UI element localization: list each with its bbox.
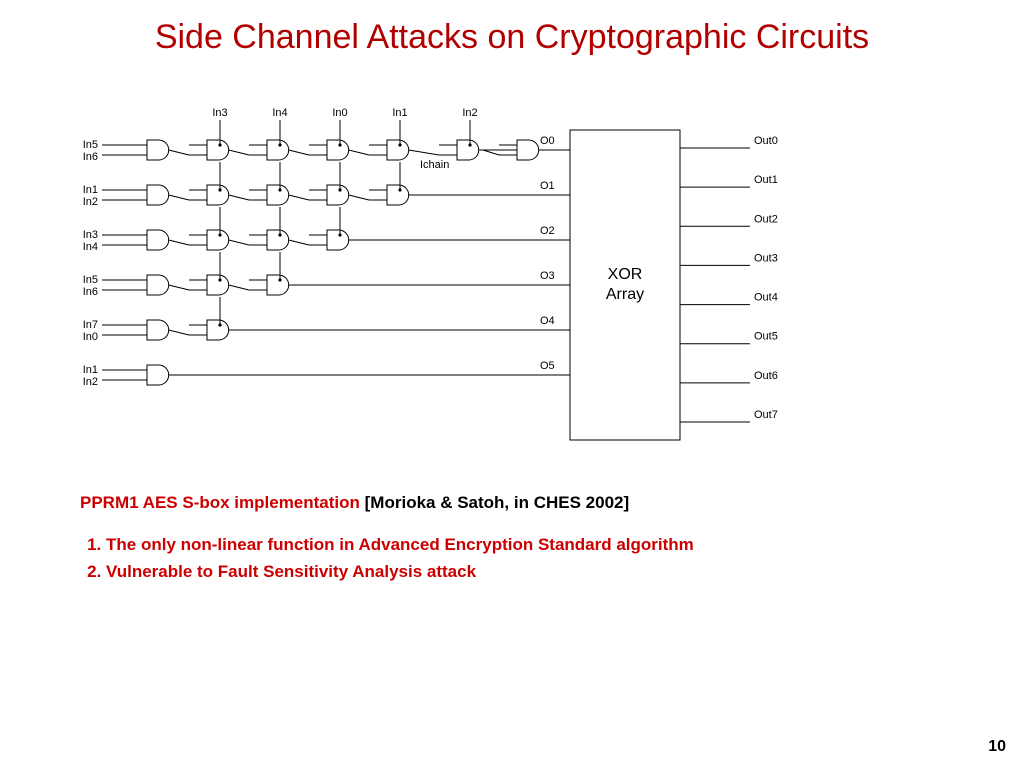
svg-text:Out5: Out5 — [754, 331, 778, 343]
svg-text:O1: O1 — [540, 180, 555, 192]
svg-text:Ichain: Ichain — [420, 159, 449, 171]
svg-text:Out4: Out4 — [754, 292, 778, 304]
svg-text:In1: In1 — [392, 107, 407, 119]
circuit-diagram: In3In4In0In1In2In5In6O0In1In2O1In3In4O2I… — [70, 90, 790, 460]
svg-text:Out3: Out3 — [754, 252, 778, 264]
svg-text:In0: In0 — [332, 107, 347, 119]
page-title: Side Channel Attacks on Cryptographic Ci… — [0, 0, 1024, 57]
svg-text:O5: O5 — [540, 360, 555, 372]
svg-text:In4: In4 — [83, 241, 98, 253]
svg-text:In2: In2 — [83, 376, 98, 388]
svg-text:In4: In4 — [272, 107, 287, 119]
svg-text:Out7: Out7 — [754, 409, 778, 421]
svg-text:Out0: Out0 — [754, 135, 778, 147]
svg-text:In7: In7 — [83, 319, 98, 331]
svg-text:In1: In1 — [83, 184, 98, 196]
svg-text:In1: In1 — [83, 364, 98, 376]
svg-text:In6: In6 — [83, 151, 98, 163]
caption-block: PPRM1 AES S-box implementation [Morioka … — [80, 490, 960, 602]
svg-text:In5: In5 — [83, 274, 98, 286]
svg-text:Out6: Out6 — [754, 370, 778, 382]
svg-text:In2: In2 — [83, 196, 98, 208]
caption-strong: PPRM1 AES S-box implementation — [80, 493, 360, 512]
svg-text:XOR: XOR — [608, 266, 643, 283]
svg-text:Out1: Out1 — [754, 174, 778, 186]
svg-text:O4: O4 — [540, 315, 555, 327]
caption-list: The only non-linear function in Advanced… — [80, 532, 960, 585]
svg-text:O0: O0 — [540, 135, 555, 147]
svg-text:O2: O2 — [540, 225, 555, 237]
svg-text:In3: In3 — [212, 107, 227, 119]
svg-text:In5: In5 — [83, 139, 98, 151]
list-item: Vulnerable to Fault Sensitivity Analysis… — [106, 559, 960, 585]
svg-text:In0: In0 — [83, 331, 98, 343]
svg-text:O3: O3 — [540, 270, 555, 282]
svg-text:In2: In2 — [462, 107, 477, 119]
svg-text:In6: In6 — [83, 286, 98, 298]
svg-text:In3: In3 — [83, 229, 98, 241]
page-number: 10 — [988, 738, 1006, 756]
svg-text:Out2: Out2 — [754, 213, 778, 225]
list-item: The only non-linear function in Advanced… — [106, 532, 960, 558]
caption-cite: [Morioka & Satoh, in CHES 2002] — [360, 493, 629, 512]
svg-text:Array: Array — [606, 286, 644, 303]
